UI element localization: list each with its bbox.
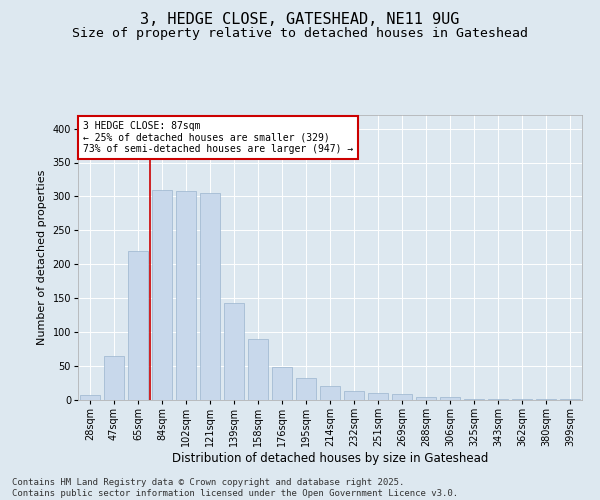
Bar	[392, 394, 412, 400]
Y-axis label: Number of detached properties: Number of detached properties	[37, 170, 47, 345]
Bar	[440, 396, 460, 400]
Bar	[200, 193, 220, 400]
Bar	[248, 339, 268, 400]
Bar	[320, 386, 340, 400]
Bar	[224, 303, 244, 400]
X-axis label: Distribution of detached houses by size in Gateshead: Distribution of detached houses by size …	[172, 452, 488, 465]
Text: 3 HEDGE CLOSE: 87sqm
← 25% of detached houses are smaller (329)
73% of semi-deta: 3 HEDGE CLOSE: 87sqm ← 25% of detached h…	[83, 120, 353, 154]
Bar	[176, 191, 196, 400]
Bar	[416, 398, 436, 400]
Bar	[272, 368, 292, 400]
Bar	[296, 378, 316, 400]
Bar	[368, 393, 388, 400]
Text: Size of property relative to detached houses in Gateshead: Size of property relative to detached ho…	[72, 28, 528, 40]
Bar	[152, 190, 172, 400]
Text: Contains HM Land Registry data © Crown copyright and database right 2025.
Contai: Contains HM Land Registry data © Crown c…	[12, 478, 458, 498]
Bar	[464, 398, 484, 400]
Bar	[512, 398, 532, 400]
Bar	[128, 250, 148, 400]
Bar	[80, 394, 100, 400]
Bar	[104, 356, 124, 400]
Text: 3, HEDGE CLOSE, GATESHEAD, NE11 9UG: 3, HEDGE CLOSE, GATESHEAD, NE11 9UG	[140, 12, 460, 28]
Bar	[344, 390, 364, 400]
